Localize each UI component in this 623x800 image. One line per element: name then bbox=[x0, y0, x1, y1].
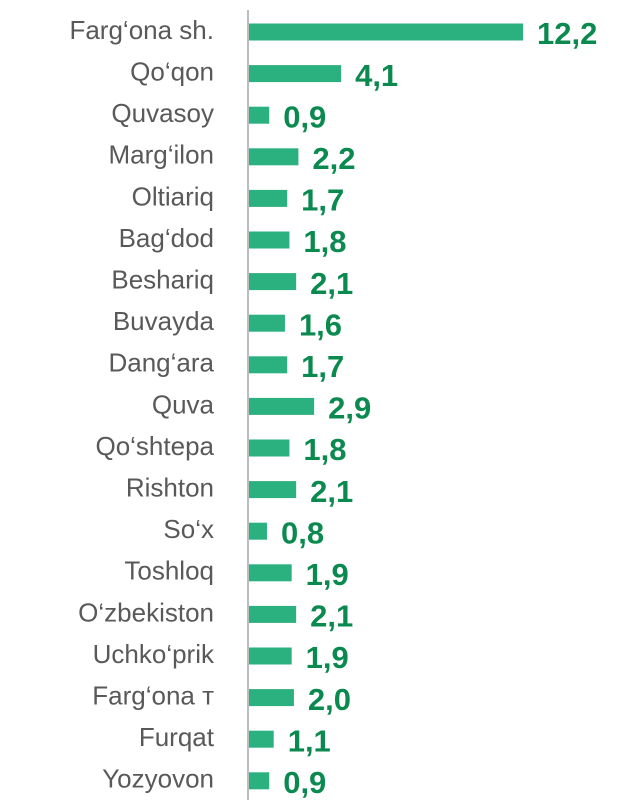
y-tick-label: O‘zbekiston bbox=[78, 597, 214, 627]
bar bbox=[249, 522, 267, 540]
bar bbox=[249, 356, 288, 374]
value-label: 0,9 bbox=[283, 765, 326, 800]
bar bbox=[249, 647, 292, 665]
y-tick-label: Buvayda bbox=[113, 306, 215, 336]
bar bbox=[249, 730, 274, 748]
value-label: 1,8 bbox=[303, 432, 346, 467]
value-label: 1,1 bbox=[288, 723, 331, 758]
y-tick-label: Bag‘dod bbox=[119, 223, 214, 253]
value-label: 1,9 bbox=[306, 640, 349, 675]
bar bbox=[249, 772, 270, 790]
y-tick-label: Qo‘qon bbox=[130, 56, 214, 86]
bar bbox=[249, 189, 288, 207]
bar bbox=[249, 314, 285, 332]
bar bbox=[249, 65, 342, 83]
bar bbox=[249, 106, 270, 124]
bar bbox=[249, 481, 297, 499]
y-tick-label: So‘x bbox=[163, 514, 214, 544]
value-label: 2,0 bbox=[308, 682, 351, 717]
bar bbox=[249, 148, 299, 166]
value-label: 4,1 bbox=[355, 58, 398, 93]
y-tick-label: Dang‘ara bbox=[108, 348, 214, 378]
value-label: 2,9 bbox=[328, 391, 371, 426]
y-tick-label: Toshloq bbox=[124, 556, 214, 586]
value-label: 2,1 bbox=[310, 266, 353, 301]
value-label: 1,9 bbox=[306, 557, 349, 592]
y-tick-label: Uchko‘prik bbox=[93, 639, 215, 669]
value-label: 0,8 bbox=[281, 515, 324, 550]
y-tick-label: Oltiariq bbox=[132, 181, 214, 211]
y-tick-label: Quva bbox=[152, 389, 215, 419]
bar bbox=[249, 605, 297, 623]
value-label: 1,7 bbox=[301, 183, 344, 218]
value-label: 2,2 bbox=[312, 141, 355, 176]
y-tick-label: Yozyovon bbox=[102, 764, 214, 794]
bar bbox=[249, 231, 290, 249]
value-label: 1,6 bbox=[299, 307, 342, 342]
y-tick-label: Farg‘ona т bbox=[92, 680, 214, 710]
value-label: 2,1 bbox=[310, 474, 353, 509]
value-label: 1,8 bbox=[303, 224, 346, 259]
y-tick-label: Beshariq bbox=[111, 264, 214, 294]
bar bbox=[249, 689, 294, 707]
value-label: 12,2 bbox=[537, 16, 597, 51]
y-tick-label: Qo‘shtepa bbox=[95, 431, 214, 461]
bar bbox=[249, 273, 297, 291]
value-label: 0,9 bbox=[283, 99, 326, 134]
y-tick-label: Quvasoy bbox=[111, 98, 214, 128]
value-label: 1,7 bbox=[301, 349, 344, 384]
y-tick-label: Marg‘ilon bbox=[109, 140, 215, 170]
bar bbox=[249, 564, 292, 582]
y-tick-label: Farg‘ona sh. bbox=[69, 15, 214, 45]
bar bbox=[249, 397, 315, 415]
bar bbox=[249, 23, 524, 41]
y-tick-label: Rishton bbox=[126, 472, 214, 502]
bar bbox=[249, 439, 290, 457]
value-label: 2,1 bbox=[310, 599, 353, 634]
y-tick-label: Furqat bbox=[139, 722, 215, 752]
